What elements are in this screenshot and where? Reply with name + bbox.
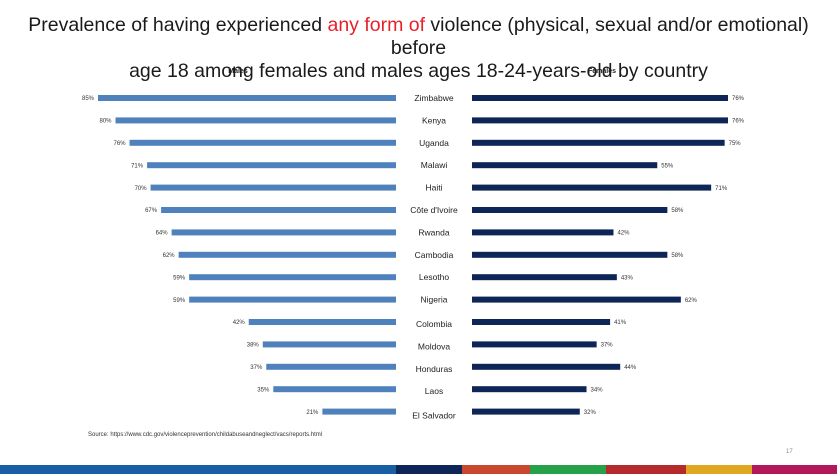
bar-males xyxy=(248,319,396,325)
category-label: Honduras xyxy=(416,364,453,374)
bar-males xyxy=(273,386,396,393)
bar-males xyxy=(115,117,396,124)
page-number: 17 xyxy=(786,449,793,455)
category-label: Laos xyxy=(425,386,443,396)
category-label: El Salvador xyxy=(412,411,456,421)
bar-males xyxy=(98,95,396,101)
series-label-females: Females xyxy=(588,68,616,75)
footer-segment xyxy=(462,465,530,474)
series-label-males: Males xyxy=(228,68,248,75)
category-label: Malawi xyxy=(421,160,448,170)
bar-males xyxy=(322,408,396,415)
data-label-females: 55% xyxy=(661,163,674,169)
bar-males xyxy=(189,274,396,281)
data-label-females: 43% xyxy=(621,275,634,281)
chart-title: Prevalence of having experienced any for… xyxy=(0,14,837,83)
bar-females xyxy=(472,363,621,370)
bar-females xyxy=(472,162,658,169)
bar-males xyxy=(147,162,396,169)
data-label-females: 75% xyxy=(729,141,742,147)
bar-females xyxy=(472,117,728,124)
category-label: Kenya xyxy=(422,115,446,125)
footer-color-bar xyxy=(0,465,837,474)
data-label-males: 64% xyxy=(156,231,169,237)
bar-females xyxy=(472,408,580,415)
data-label-females: 37% xyxy=(601,343,614,349)
bar-females xyxy=(472,274,617,281)
bar-males xyxy=(129,139,396,146)
title-line-1: Prevalence of having experienced any for… xyxy=(0,14,837,60)
title-highlight: any form of xyxy=(327,14,426,36)
category-label: Rwanda xyxy=(418,227,449,237)
bar-males xyxy=(178,251,396,258)
category-label: Nigeria xyxy=(421,295,448,305)
footer-segment xyxy=(396,465,462,474)
footer-segment xyxy=(686,465,752,474)
data-label-females: 34% xyxy=(591,387,604,393)
data-label-females: 62% xyxy=(685,298,698,304)
data-label-females: 44% xyxy=(624,365,637,371)
data-label-males: 37% xyxy=(250,365,263,371)
footer-segment xyxy=(752,465,837,474)
bar-females xyxy=(472,386,587,393)
data-label-males: 59% xyxy=(173,298,186,304)
data-label-males: 59% xyxy=(173,275,186,281)
title-part-2: violence (physical, sexual and/or emotio… xyxy=(390,14,809,59)
bar-males xyxy=(161,207,396,213)
bar-males xyxy=(266,363,396,370)
data-label-males: 62% xyxy=(163,253,176,259)
category-label: Cambodia xyxy=(415,250,454,260)
bar-males xyxy=(262,341,396,348)
data-label-males: 35% xyxy=(257,387,270,393)
bar-females xyxy=(472,207,668,213)
bar-males xyxy=(189,296,396,303)
data-label-females: 76% xyxy=(732,119,745,125)
data-label-males: 67% xyxy=(145,208,158,214)
data-label-females: 76% xyxy=(732,96,745,102)
footer-segment xyxy=(530,465,606,474)
source-note: Source: https://www.cdc.gov/violenceprev… xyxy=(88,432,323,438)
data-label-females: 42% xyxy=(617,231,630,237)
data-label-females: 41% xyxy=(614,320,627,326)
category-label: Côte d'Ivoire xyxy=(410,205,458,215)
category-label: Colombia xyxy=(416,319,452,329)
bar-females xyxy=(472,296,681,303)
data-label-males: 71% xyxy=(131,163,144,169)
bar-females xyxy=(472,229,614,236)
data-label-females: 58% xyxy=(671,253,684,259)
data-label-males: 80% xyxy=(100,119,113,125)
category-label: Haiti xyxy=(425,183,442,193)
bar-females xyxy=(472,184,712,191)
data-label-males: 85% xyxy=(82,96,95,102)
title-part-1: Prevalence of having experienced xyxy=(28,14,328,36)
bar-males xyxy=(150,184,396,191)
data-label-females: 32% xyxy=(584,410,597,416)
title-line-2: age 18 among females and males ages 18-2… xyxy=(129,60,708,82)
bar-females xyxy=(472,139,725,146)
bar-females xyxy=(472,95,728,101)
data-label-females: 58% xyxy=(671,208,684,214)
data-label-males: 38% xyxy=(247,343,260,349)
footer-segment xyxy=(0,465,396,474)
bar-females xyxy=(472,251,668,258)
category-label: Lesotho xyxy=(419,272,450,282)
category-label: Uganda xyxy=(419,138,449,148)
category-label: Moldova xyxy=(418,341,450,351)
bar-males xyxy=(171,229,396,236)
bar-females xyxy=(472,319,611,325)
footer-segment xyxy=(606,465,686,474)
data-label-males: 70% xyxy=(135,186,148,192)
data-label-males: 76% xyxy=(114,141,127,147)
data-label-males: 21% xyxy=(306,410,319,416)
data-label-males: 42% xyxy=(233,320,246,326)
data-label-females: 71% xyxy=(715,186,728,192)
category-label: Zimbabwe xyxy=(414,93,453,103)
bar-females xyxy=(472,341,597,348)
